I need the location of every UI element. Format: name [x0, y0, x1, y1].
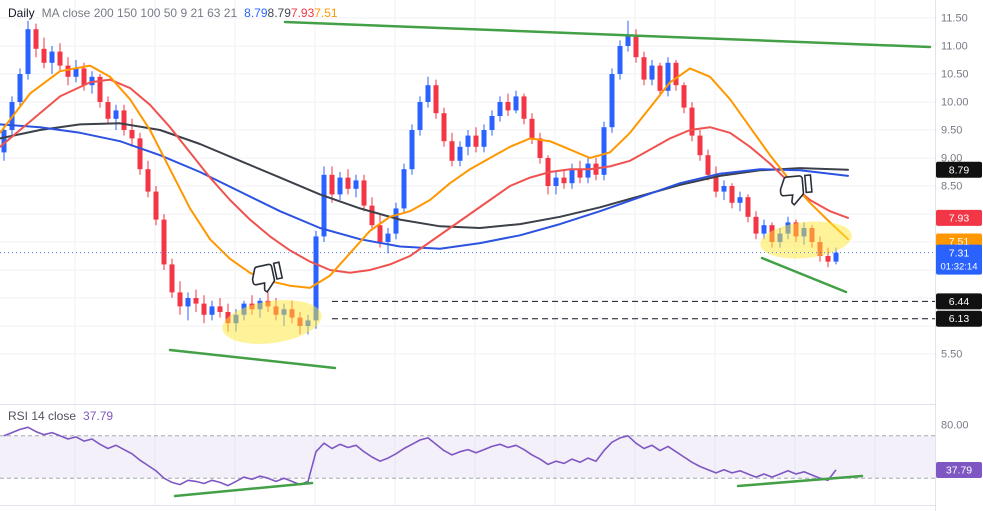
yellow-zone-recent	[760, 221, 852, 259]
ma-blue	[0, 123, 849, 250]
thumbs-down-sticker[interactable]	[779, 175, 813, 206]
trend-lines[interactable]	[168, 20, 932, 370]
ma-gray	[0, 122, 849, 229]
lower-support-line-right	[760, 256, 848, 294]
ma-indicator-label[interactable]: MA close 200 150 100 50 9 21 63 21	[41, 6, 238, 20]
rsi-support-left[interactable]	[173, 481, 314, 498]
price-tick-label: 9.50	[941, 125, 962, 137]
ma-orange	[0, 64, 849, 289]
rsi-badge-label: 37.79	[946, 464, 972, 476]
rsi-support-right[interactable]	[736, 474, 864, 488]
rsi-line	[3, 426, 837, 487]
rsi-indicator-label[interactable]: RSI 14 close	[8, 409, 77, 423]
ma-red	[0, 78, 849, 274]
price-tick-label: 8.50	[941, 181, 962, 193]
timeframe-label[interactable]: Daily	[8, 6, 35, 20]
thumbs-down-icon	[779, 175, 813, 206]
price-tick-label: 11.00	[941, 41, 968, 53]
price-tick-label: 11.50	[941, 13, 968, 25]
ma-value: 7.93	[290, 6, 315, 20]
ma-value: 8.79	[267, 6, 291, 20]
pane-separators	[0, 404, 983, 506]
price-tick-label: 10.50	[941, 69, 969, 81]
ma-value: 7.51	[314, 6, 338, 20]
price-tick-label: 10.00	[941, 97, 969, 109]
moving-average-lines	[0, 64, 849, 289]
price-tick-label: 5.50	[941, 349, 962, 361]
rsi-pane	[0, 426, 935, 498]
bar-countdown-label: 01:32:14	[941, 262, 978, 273]
rsi-value-badge	[936, 461, 982, 478]
price-badge-label: 8.79	[949, 164, 970, 176]
thumbs-down-icon	[250, 262, 284, 294]
price-badge	[936, 310, 982, 327]
ma-indicator-values: 8.798.797.937.51	[244, 6, 337, 20]
main-chart-legend: Daily MA close 200 150 100 50 9 21 63 21…	[8, 6, 338, 20]
upper-resistance-line	[283, 20, 932, 49]
current-price-badge	[936, 244, 982, 275]
rsi-legend: RSI 14 close 37.79	[8, 409, 113, 423]
yellow-zone-bottom	[222, 300, 322, 344]
support-levels[interactable]	[332, 300, 935, 320]
thumbs-down-sticker[interactable]	[250, 262, 284, 294]
lower-support-line-left	[168, 348, 337, 370]
price-badge-label: 7.93	[949, 212, 970, 224]
highlight-zones	[222, 221, 852, 344]
candlesticks	[1, 20, 839, 335]
price-badge	[936, 161, 982, 178]
current-price-label: 7.31	[949, 248, 970, 260]
price-axis[interactable]: 11.50 11.00 10.50 10.00 9.50 9.00 8.50 5.50 80.0…	[935, 0, 983, 511]
price-badge-label: 6.44	[949, 296, 970, 308]
price-badge	[936, 293, 982, 310]
price-badge-label: 6.13	[949, 313, 970, 325]
grid-lines	[0, 0, 935, 505]
rsi-tick-label: 80.00	[941, 420, 969, 432]
stickers[interactable]	[250, 175, 813, 294]
price-tick-label: 9.00	[941, 153, 962, 165]
ma-value: 8.79	[244, 6, 268, 20]
rsi-value-label: 37.79	[83, 409, 114, 423]
price-badge	[936, 209, 982, 226]
